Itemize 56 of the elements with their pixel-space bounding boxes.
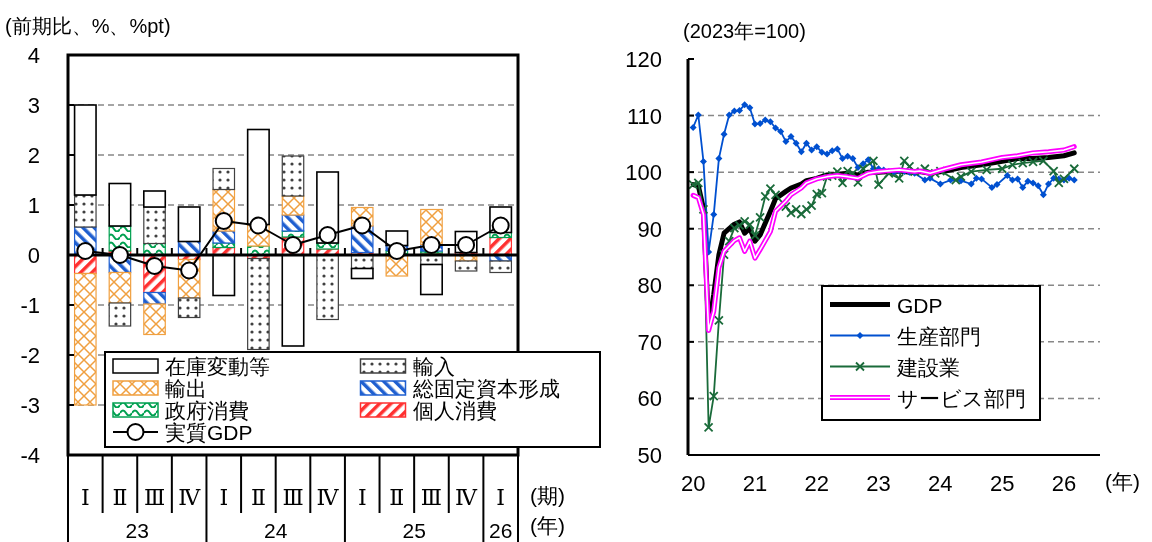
x-tick-label: Ⅰ [357,485,367,510]
legend-label: 総固定資本形成 [411,377,560,400]
y-axis-title: (前期比、%、%pt) [5,15,171,37]
x-tick-label: Ⅳ [316,485,340,510]
x-axis-title: (期) (年) [530,484,565,537]
x-tick-label: 24 [928,471,953,496]
x-tick-label: 25 [989,471,1015,496]
y-tick-label: 70 [637,329,662,355]
y-tick-label: -1 [20,293,40,318]
y-tick-label: 80 [637,273,662,299]
legend-label: GDP [897,293,943,317]
legend-label: 実質GDP [165,421,253,444]
x-axis-title: (年) [1105,470,1140,493]
y-tick-label: -4 [20,443,40,468]
y-tick-label: 2 [27,143,40,168]
legend-label: 生産部門 [897,324,981,348]
text: 25 [402,519,426,542]
y-tick-label: 100 [625,160,662,186]
text: 26 [489,519,513,542]
x-tick-label: Ⅲ [143,485,166,510]
y-tick-label: 50 [637,443,662,468]
x-tick-label: Ⅰ [219,485,229,510]
x-tick-label: 23 [866,471,891,496]
x-tick-label: Ⅲ [420,485,443,510]
legend-label: 在庫変動等 [165,355,270,378]
legend-label: 政府消費 [165,399,249,422]
x-tick-label: 20 [680,471,706,496]
x-tick-label: Ⅳ [178,485,202,510]
x-tick-label: Ⅳ [455,485,479,510]
legend-label: 個人消費 [412,399,497,422]
y-tick-label: 60 [637,386,662,412]
x-tick-label: Ⅰ [80,485,90,510]
x-tick-label: 26 [1051,471,1077,496]
legend-label: サービス部門 [897,386,1026,410]
x-tick-label: Ⅱ [112,485,128,510]
legend-label: 輸入 [412,355,455,378]
text: 24 [264,519,288,542]
y-tick-label: 3 [27,93,40,118]
y-tick-label: 120 [625,47,662,72]
y-tick-label: 110 [626,103,662,129]
y-tick-label: 90 [637,216,662,242]
y-tick-label: 4 [27,43,40,68]
y-tick-label: -2 [20,343,40,368]
x-tick-label: Ⅰ [496,485,506,510]
x-tick-label: Ⅱ [250,485,266,510]
x-tick-label: Ⅲ [282,485,304,510]
y-tick-label: -3 [20,393,40,418]
legend-label: 建設業 [896,355,960,379]
x-tick-label: 22 [804,471,829,496]
y-tick-label: 0 [27,243,40,268]
x-tick-label: Ⅱ [389,485,405,510]
text: 23 [125,519,149,542]
legend-label: 輸出 [165,377,207,400]
y-axis-title: (2023年=100) [683,20,806,42]
y-tick-label: 1 [27,193,40,218]
x-tick-label: 21 [742,471,768,496]
